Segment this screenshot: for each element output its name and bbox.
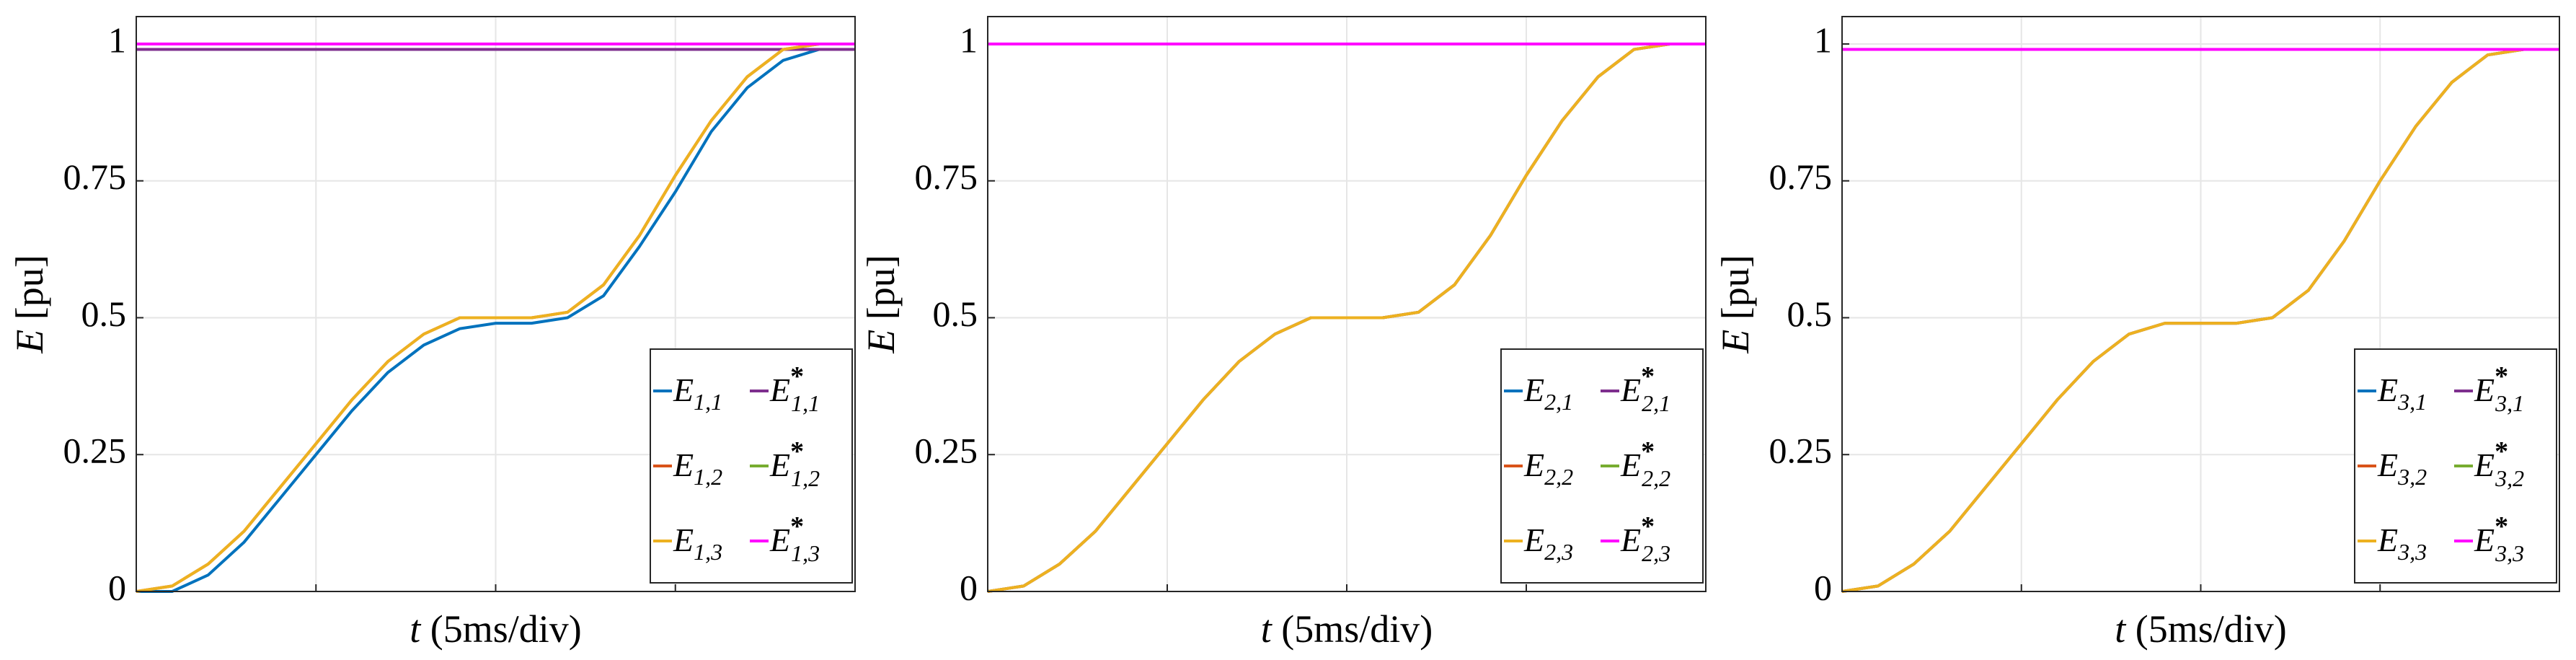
- legend-label: E* 3,2: [2474, 436, 2524, 491]
- x-axis-label: t (5ms/div): [410, 607, 582, 651]
- legend: E1,1 E* 1,1 E1,2 E* 1,2 E1,3 E* 1,3: [650, 348, 853, 584]
- y-axis-label: E [pu]: [859, 255, 903, 353]
- y-tick-label: 0.75: [63, 157, 127, 197]
- axes-box: [136, 16, 856, 592]
- legend-label: E2,3: [1523, 522, 1573, 565]
- line-series: [987, 43, 1706, 593]
- legend-label: E1,1: [673, 371, 722, 415]
- y-tick-label: 0: [1814, 567, 1832, 607]
- x-axis-label: t (5ms/div): [2115, 607, 2287, 651]
- y-tick-label: 0.25: [1769, 431, 1833, 471]
- legend-label: E1,3: [673, 522, 722, 565]
- y-tick-label: 1: [960, 19, 978, 60]
- line-series: [136, 48, 855, 593]
- legend-label: E1,2: [673, 446, 722, 490]
- y-tick-label: 0.25: [915, 431, 978, 471]
- y-tick-label: 0.5: [933, 294, 978, 334]
- y-tick-label: 0: [108, 567, 126, 607]
- legend-label: E* 1,3: [769, 511, 820, 566]
- legend-label: E2,2: [1523, 446, 1573, 490]
- x-axis-label: t (5ms/div): [1261, 607, 1433, 651]
- legend-label: E3,2: [2377, 446, 2427, 490]
- axes-box: [1841, 16, 2560, 592]
- legend-label: E3,1: [2377, 371, 2427, 415]
- y-tick-label: 1: [1814, 19, 1832, 60]
- y-tick-label: 1: [108, 19, 126, 60]
- y-axis-label: E [pu]: [8, 255, 51, 353]
- y-tick-label: 0.75: [1769, 157, 1833, 197]
- legend-label: E3,3: [2377, 522, 2427, 565]
- legend-label: E* 2,2: [1620, 436, 1670, 491]
- y-tick-label: 0.25: [63, 431, 127, 471]
- legend-label: E* 3,3: [2474, 511, 2524, 566]
- line-series: [136, 43, 855, 593]
- legend: E3,1 E* 3,1 E3,2 E* 3,2 E3,3 E* 3,3: [2354, 348, 2557, 584]
- y-tick-label: 0.5: [1787, 294, 1833, 334]
- legend-label: E* 1,1: [769, 361, 820, 416]
- legend-label: E* 2,1: [1620, 361, 1670, 416]
- legend: E2,1 E* 2,1 E2,2 E* 2,2 E2,3 E* 2,3: [1500, 348, 1704, 584]
- y-tick-label: 0: [960, 567, 978, 607]
- legend-label: E2,1: [1523, 371, 1573, 415]
- line-series: [1841, 48, 2559, 593]
- legend-label: E* 2,3: [1620, 511, 1670, 566]
- legend-label: E* 1,2: [769, 436, 820, 491]
- legend-label: E* 3,1: [2474, 361, 2524, 416]
- y-axis-label: E [pu]: [1714, 255, 1757, 353]
- y-tick-label: 0.75: [915, 157, 978, 197]
- y-tick-label: 0.5: [81, 294, 127, 334]
- axes-box: [987, 16, 1707, 592]
